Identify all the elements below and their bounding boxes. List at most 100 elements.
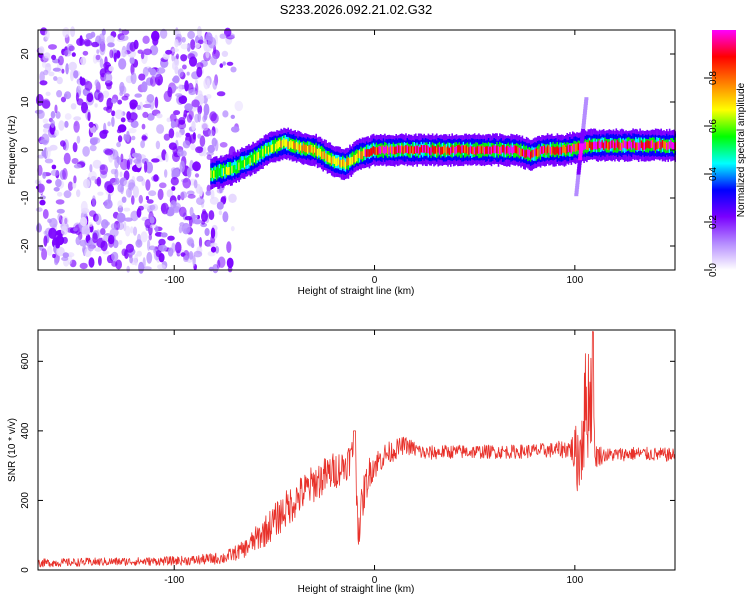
spectrogram-noise-cell	[87, 239, 95, 252]
spectrogram-ridge-cell	[297, 142, 299, 151]
spectrogram-noise-cell	[210, 246, 217, 253]
spectrogram-noise-cell	[178, 225, 183, 234]
spectrogram-noise-cell	[160, 232, 168, 238]
spectrogram-noise-cell	[121, 29, 130, 35]
spectrogram-ridge-cell	[440, 147, 442, 155]
spectrogram-ridge-cell	[273, 141, 275, 150]
spectrogram-ridge-cell	[215, 167, 218, 176]
spectrogram-ridge-cell	[520, 148, 522, 157]
spectrogram-noise-cell	[101, 219, 109, 229]
spectrogram-noise-cell	[58, 120, 65, 131]
spectrogram-noise-cell	[62, 168, 68, 180]
spectrogram-noise-cell	[168, 128, 175, 139]
spectrogram-ridge-cell	[274, 143, 277, 152]
spectrogram-noise-cell	[197, 104, 203, 115]
spectrogram-burst-cell	[583, 104, 588, 108]
spectrogram-noise-cell	[106, 35, 115, 45]
spectrogram-noise-cell	[79, 216, 88, 227]
spectrogram-noise-cell	[183, 109, 188, 118]
spectrogram-noise-cell	[187, 194, 196, 199]
spectrogram-noise-cell	[50, 119, 55, 128]
spectrogram-noise-cell	[141, 134, 147, 142]
spectrogram-noise-cell	[158, 244, 168, 252]
spectrogram-ridge-cell	[426, 145, 428, 153]
spectrogram-noise-cell	[140, 52, 145, 60]
spectrogram-noise-cell	[90, 31, 96, 38]
spectrogram-ridge-cell	[584, 141, 587, 150]
spectrogram-ridge-cell	[385, 145, 388, 153]
spectrogram-noise-cell	[89, 164, 93, 173]
spectrogram-noise-cell	[91, 41, 100, 48]
spectrogram-noise-cell	[87, 111, 91, 122]
spectrogram-noise-cell	[148, 245, 156, 251]
spectrogram-noise-cell	[48, 71, 55, 77]
spectrogram-burst-cell	[580, 130, 585, 134]
spectrogram-ridge-cell	[654, 142, 657, 151]
spectrogram-ridge-cell	[650, 140, 653, 148]
spectrogram-ridge-cell	[468, 147, 470, 155]
spectrogram-burst-cell	[581, 123, 586, 127]
spectrogram-ridge-cell	[560, 146, 563, 155]
spectrogram-ridge-cell	[222, 168, 225, 176]
spectrogram-noise-cell	[70, 103, 77, 110]
spectrogram-ridge-cell	[444, 145, 446, 153]
spectrogram-noise-cell	[221, 50, 229, 58]
spectrogram-noise-cell	[174, 168, 180, 177]
spectrogram-ridge-cell	[431, 144, 434, 153]
spectrogram-noise-cell	[117, 200, 123, 209]
spectrogram-ridge-cell	[228, 167, 231, 175]
spectrogram-noise-cell	[39, 71, 45, 83]
spectrogram-ridge-cell	[287, 141, 289, 150]
spectrogram-noise-cell	[149, 216, 155, 224]
spectrogram-ridge-cell	[403, 145, 406, 154]
spectrogram-ridge-cell	[504, 146, 507, 155]
spectrogram-ridge-cell	[309, 144, 312, 153]
spectrogram-ridge-cell	[337, 157, 340, 165]
spectrogram-noise-cell	[206, 154, 212, 160]
spectrogram-ridge-cell	[653, 142, 655, 151]
spectrogram-ridge-cell	[283, 138, 285, 146]
spectrogram-ridge-cell	[487, 146, 490, 155]
spectrogram-burst-cell	[575, 183, 580, 187]
spectrogram-noise-cell	[102, 129, 109, 135]
spectrogram-ridge-cell	[427, 145, 430, 154]
x-tick-label: 0	[372, 275, 378, 286]
spectrogram-ridge-cell	[248, 156, 250, 164]
spectrogram-noise-cell	[151, 30, 160, 42]
y-tick-label: 0	[20, 147, 31, 153]
spectrogram-ridge-cell	[424, 145, 427, 153]
spectrogram-ridge-cell	[574, 144, 577, 152]
spectrogram-noise-cell	[222, 110, 229, 118]
snr-panel: -100 0 100 0 200 400 600 Height of straight l…	[7, 329, 676, 595]
spectrogram-noise-cell	[202, 146, 207, 157]
spectrogram-ridge-cell	[562, 145, 564, 153]
spectrogram-noise-cell	[43, 235, 48, 247]
spectrogram-noise-cell	[172, 201, 177, 206]
spectrogram-noise-cell	[65, 63, 69, 75]
spectrogram-ridge-cell	[423, 145, 425, 153]
spectrogram-noise-cell	[111, 98, 117, 104]
spectrogram-noise-cell	[48, 44, 57, 50]
spectrogram-noise-cell	[203, 77, 210, 90]
spectrogram-ridge-cell	[367, 149, 369, 157]
spectrogram-noise-cell	[54, 129, 59, 137]
spectrogram-noise-cell	[57, 213, 62, 221]
spectrogram-ridge-cell	[445, 147, 448, 155]
spectrogram-burst-cell	[578, 154, 583, 158]
spectrogram-ridge-cell	[311, 145, 313, 153]
spectrogram-noise-cell	[39, 199, 46, 206]
spectrogram-noise-cell	[201, 219, 206, 225]
spectrogram-noise-cell	[45, 91, 51, 97]
spectrogram-ridge-cell	[500, 146, 503, 155]
spectrogram-ridge-cell	[555, 147, 557, 155]
spectrogram-noise-cell	[76, 135, 81, 144]
spectrogram-noise-cell	[67, 254, 73, 265]
spectrogram-noise-cell	[223, 195, 227, 202]
spectrogram-ridge-cell	[405, 145, 407, 153]
spectrogram-noise-cell	[192, 161, 201, 172]
spectrogram-burst-cell	[582, 111, 587, 115]
spectrogram-noise-cell	[171, 77, 179, 83]
spectrogram-ridge-cell	[302, 143, 305, 151]
spectrogram-burst-cell	[583, 102, 588, 105]
spectrogram-ridge-cell	[508, 147, 511, 156]
